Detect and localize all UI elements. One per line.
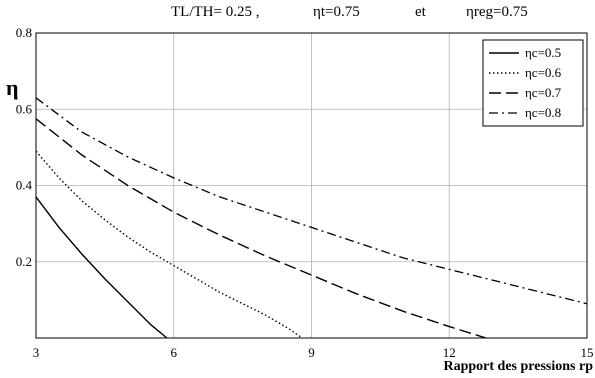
x-tick-label: 12 bbox=[443, 345, 456, 360]
y-tick-label: 0.2 bbox=[16, 254, 32, 269]
series-line-2 bbox=[35, 150, 303, 339]
x-tick-label: 3 bbox=[33, 345, 40, 360]
chart-title-connector: et bbox=[415, 4, 426, 20]
x-tick-label: 6 bbox=[171, 345, 178, 360]
y-tick-label: 0.4 bbox=[16, 178, 33, 193]
series-line-1 bbox=[35, 196, 168, 339]
y-tick-label: 0.8 bbox=[16, 25, 32, 40]
y-tick-label: 0.6 bbox=[16, 101, 33, 116]
x-axis-label: Rapport des pressions rp bbox=[444, 359, 594, 374]
chart-title-regenerator-efficiency: ηreg=0.75 bbox=[466, 4, 528, 20]
x-tick-label: 9 bbox=[308, 345, 315, 360]
y-axis-label: η bbox=[6, 75, 19, 100]
y-axis-ticks: 0.2 0.4 0.6 0.8 bbox=[16, 25, 33, 269]
chart-title-turbine-efficiency: ηt=0.75 bbox=[313, 4, 360, 20]
chart-title: TL/TH= 0.25 , ηt=0.75 et ηreg=0.75 bbox=[0, 4, 595, 26]
legend-label: ηc=0.7 bbox=[525, 85, 562, 100]
legend-label: ηc=0.6 bbox=[525, 65, 562, 80]
series-line-3 bbox=[35, 118, 487, 339]
x-tick-label: 15 bbox=[581, 345, 594, 360]
legend-box bbox=[482, 39, 584, 127]
legend-label: ηc=0.5 bbox=[525, 45, 561, 60]
legend-label: ηc=0.8 bbox=[525, 105, 561, 120]
series-line-4 bbox=[35, 97, 588, 305]
series-lines bbox=[35, 97, 588, 339]
x-axis-ticks: 3 6 9 12 15 bbox=[33, 345, 594, 360]
plot-frame bbox=[35, 32, 588, 339]
legend: ηc=0.5 ηc=0.6 ηc=0.7 ηc=0.8 bbox=[482, 39, 584, 127]
chart-title-ratio: TL/TH= 0.25 , bbox=[171, 4, 260, 20]
